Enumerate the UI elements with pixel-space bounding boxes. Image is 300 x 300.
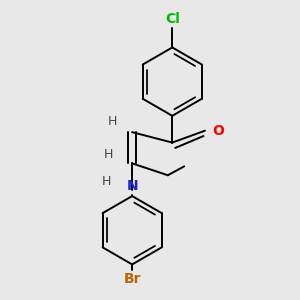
- Text: Cl: Cl: [165, 12, 180, 26]
- Text: O: O: [212, 124, 224, 138]
- Text: H: H: [104, 148, 113, 161]
- Text: H: H: [102, 175, 112, 188]
- Text: N: N: [126, 179, 138, 193]
- Text: H: H: [108, 115, 118, 128]
- Text: Br: Br: [123, 272, 141, 286]
